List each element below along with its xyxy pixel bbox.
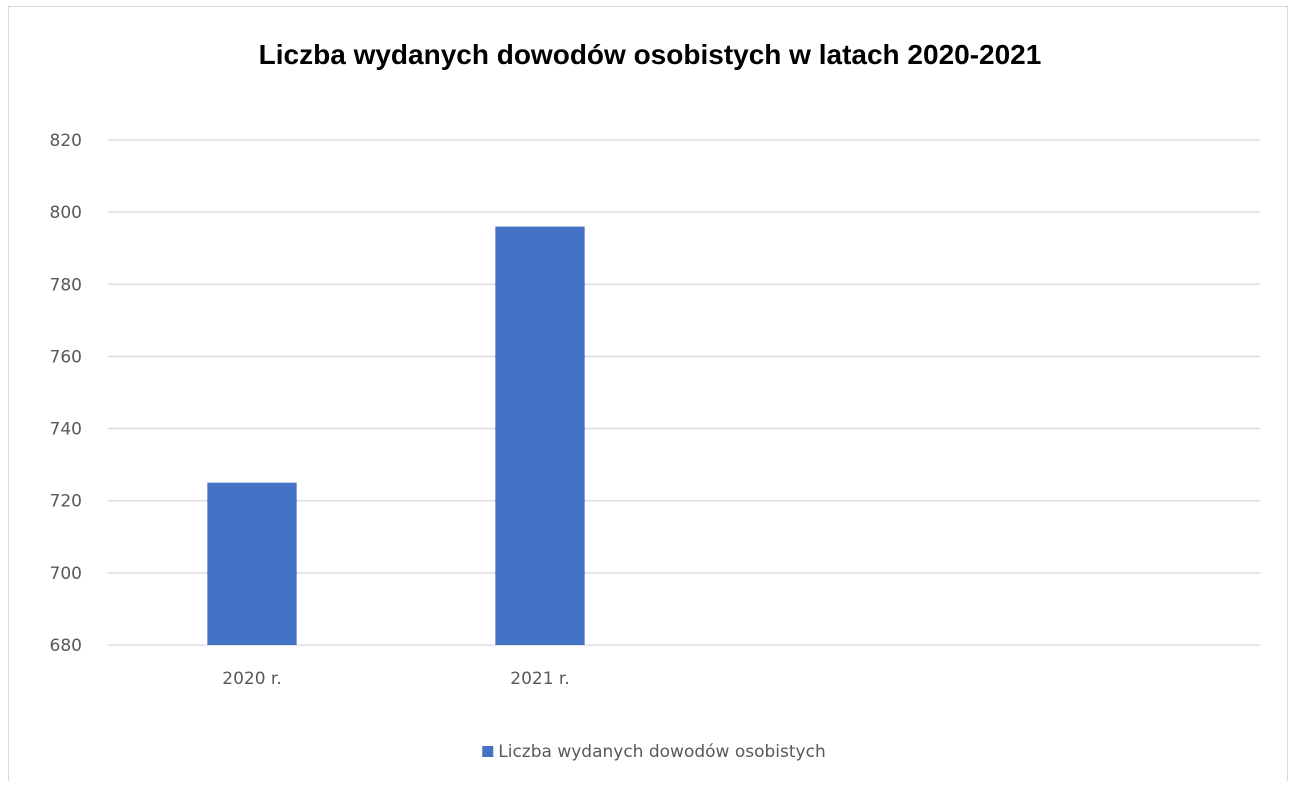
- y-tick-label: 740: [50, 420, 82, 440]
- x-tick-label: 2021 r.: [510, 669, 570, 689]
- y-tick-label: 800: [50, 203, 82, 223]
- bar: [495, 226, 585, 646]
- y-tick-label: 760: [50, 347, 82, 367]
- y-tick-label: 820: [50, 131, 82, 151]
- gridlines: [108, 139, 1260, 646]
- y-axis-ticks: 680 700 720 740 760 780 800 820: [50, 131, 82, 656]
- y-tick-label: 680: [50, 636, 82, 656]
- y-tick-label: 700: [50, 564, 82, 584]
- bar: [207, 482, 297, 645]
- y-tick-label: 720: [50, 492, 82, 512]
- chart-title: Liczba wydanych dowodów osobistych w lat…: [259, 39, 1042, 70]
- bars: [207, 226, 585, 646]
- legend: Liczba wydanych dowodów osobistych: [482, 742, 826, 762]
- legend-label: Liczba wydanych dowodów osobistych: [498, 742, 825, 762]
- legend-swatch: [482, 746, 494, 757]
- y-tick-label: 780: [50, 275, 82, 295]
- x-axis-ticks: 2020 r. 2021 r.: [222, 669, 570, 689]
- x-tick-label: 2020 r.: [222, 669, 282, 689]
- chart-frame: [8, 6, 1288, 781]
